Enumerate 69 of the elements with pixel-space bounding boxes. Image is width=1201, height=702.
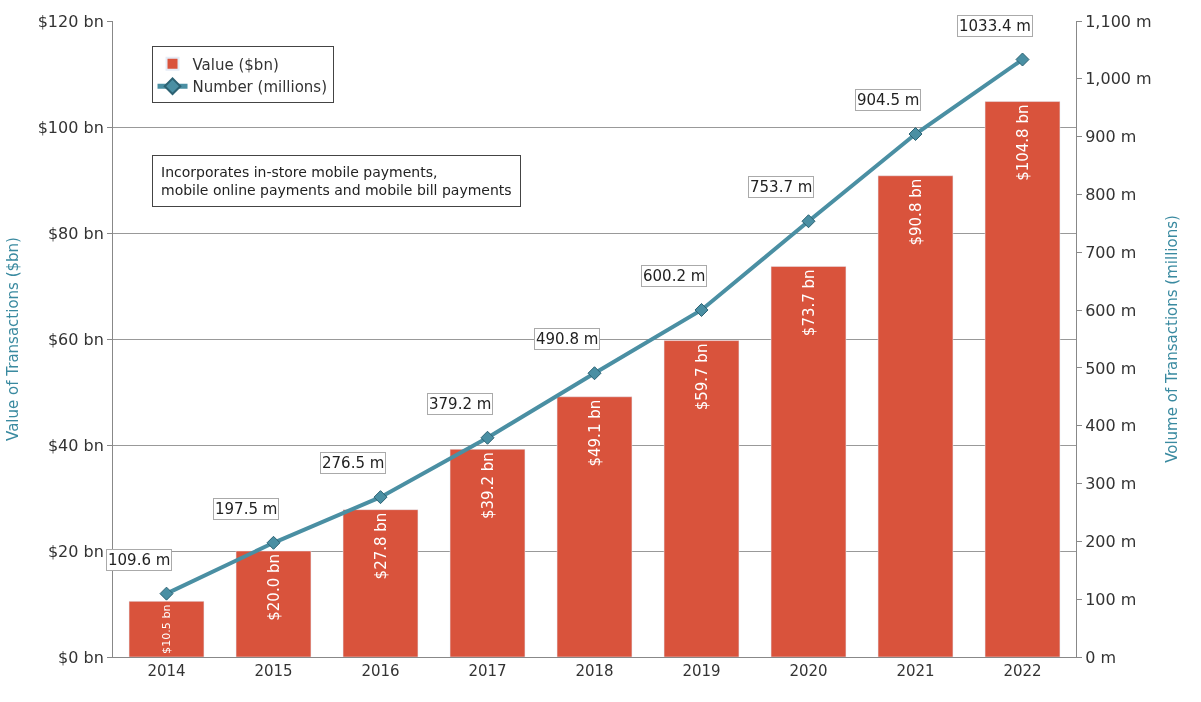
- bar: [770, 266, 847, 657]
- bar: [556, 396, 633, 657]
- y-tick-label: $40 bn: [47, 435, 104, 455]
- data-label: $39.2 bn: [478, 452, 497, 519]
- y2-tick-label: 900 m: [1085, 127, 1137, 147]
- data-label: $59.7 bn: [692, 343, 711, 411]
- x-tick-label: 2014: [147, 662, 186, 680]
- data-label: 379.2 m: [429, 395, 492, 413]
- y-tick-label: $0 bn: [58, 647, 104, 667]
- data-label: $27.8 bn: [371, 512, 390, 580]
- y2-tick-label: 400 m: [1085, 416, 1137, 436]
- data-label: $104.8 bn: [1013, 104, 1032, 181]
- legend-label: Number (millions): [192, 78, 328, 97]
- x-tick-label: 2022: [1003, 662, 1042, 680]
- y2-tick-label: 600 m: [1085, 300, 1137, 320]
- x-tick-label: 2021: [896, 662, 935, 680]
- data-label: $20.0 bn: [264, 554, 283, 621]
- point: [694, 302, 709, 317]
- y2-tick-label: 100 m: [1085, 589, 1137, 609]
- point: [159, 586, 174, 601]
- y2-tick-label: 1,100 m: [1085, 11, 1152, 31]
- bar: [235, 550, 312, 657]
- y-tick-label: $20 bn: [47, 541, 104, 561]
- data-label: $49.1 bn: [585, 399, 604, 467]
- bar: [342, 509, 419, 657]
- point: [587, 366, 602, 381]
- y-tick-label: $120 bn: [37, 11, 104, 31]
- x-tick-label: 2019: [682, 662, 721, 680]
- x-tick-label: 2017: [468, 662, 507, 680]
- point: [1015, 52, 1030, 67]
- y2-tick-label: 1,000 m: [1085, 69, 1152, 89]
- y-tick-label: $80 bn: [47, 223, 104, 243]
- y2-tick-label: 300 m: [1085, 474, 1137, 494]
- y2-tick-label: 0 m: [1085, 647, 1117, 667]
- data-label: 276.5 m: [322, 454, 385, 472]
- data-label: 753.7 m: [750, 178, 813, 196]
- y2-tick-label: 500 m: [1085, 358, 1137, 378]
- data-label: 197.5 m: [215, 500, 278, 518]
- data-label: 1033.4 m: [959, 17, 1031, 35]
- y-tick-label: $100 bn: [37, 117, 104, 137]
- legend-label: Value ($bn): [192, 55, 279, 74]
- data-label: 600.2 m: [643, 267, 706, 285]
- data-label: $73.7 bn: [799, 269, 818, 337]
- point: [801, 214, 816, 229]
- x-tick-label: 2015: [254, 662, 293, 680]
- data-label: 109.6 m: [108, 551, 171, 569]
- bar: [877, 175, 954, 657]
- y2-axis-title: Volume of Transactions (millions): [1162, 215, 1181, 463]
- bar: [663, 340, 740, 657]
- data-label: $90.8 bn: [906, 178, 925, 246]
- point: [480, 430, 495, 445]
- x-tick-label: 2018: [575, 662, 614, 680]
- y2-tick-label: 700 m: [1085, 242, 1137, 262]
- data-label: 904.5 m: [857, 91, 920, 109]
- point: [266, 535, 281, 550]
- point: [373, 490, 388, 505]
- y-axis-title: Value of Transactions ($bn): [3, 237, 22, 441]
- bar: [984, 101, 1061, 657]
- y2-tick-label: 200 m: [1085, 531, 1137, 551]
- y-tick-label: $60 bn: [47, 329, 104, 349]
- x-tick-label: 2020: [789, 662, 828, 680]
- bar: [449, 448, 526, 657]
- data-label: $10.5 bn: [160, 604, 174, 654]
- data-label: 490.8 m: [536, 330, 599, 348]
- point: [908, 127, 923, 142]
- annotation: Incorporates in-store mobile payments, mobile online payments and mobile bill payments: [161, 164, 512, 199]
- y2-tick-label: 800 m: [1085, 185, 1137, 205]
- x-tick-label: 2016: [361, 662, 400, 680]
- bar: [128, 601, 205, 657]
